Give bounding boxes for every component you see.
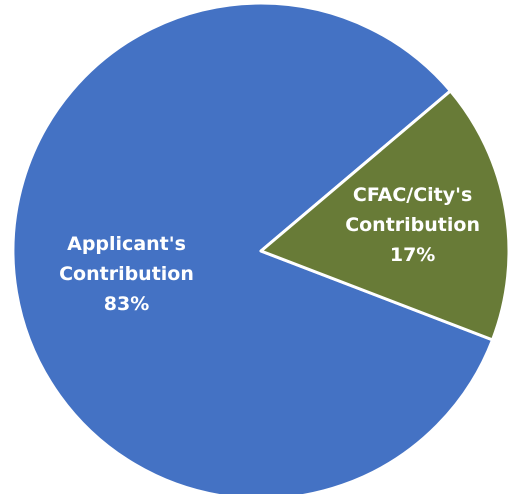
slice-value: 83% [103,292,150,315]
pie-slice [11,1,495,494]
slice-name: CFAC/City's Contribution [345,184,480,237]
slice-value: 17% [389,244,436,267]
pie-slice [259,89,511,342]
slice-label: Applicant's Contribution 83% [52,229,202,319]
slice-label: CFAC/City's Contribution 17% [338,180,488,270]
slice-name: Applicant's Contribution [59,232,194,285]
